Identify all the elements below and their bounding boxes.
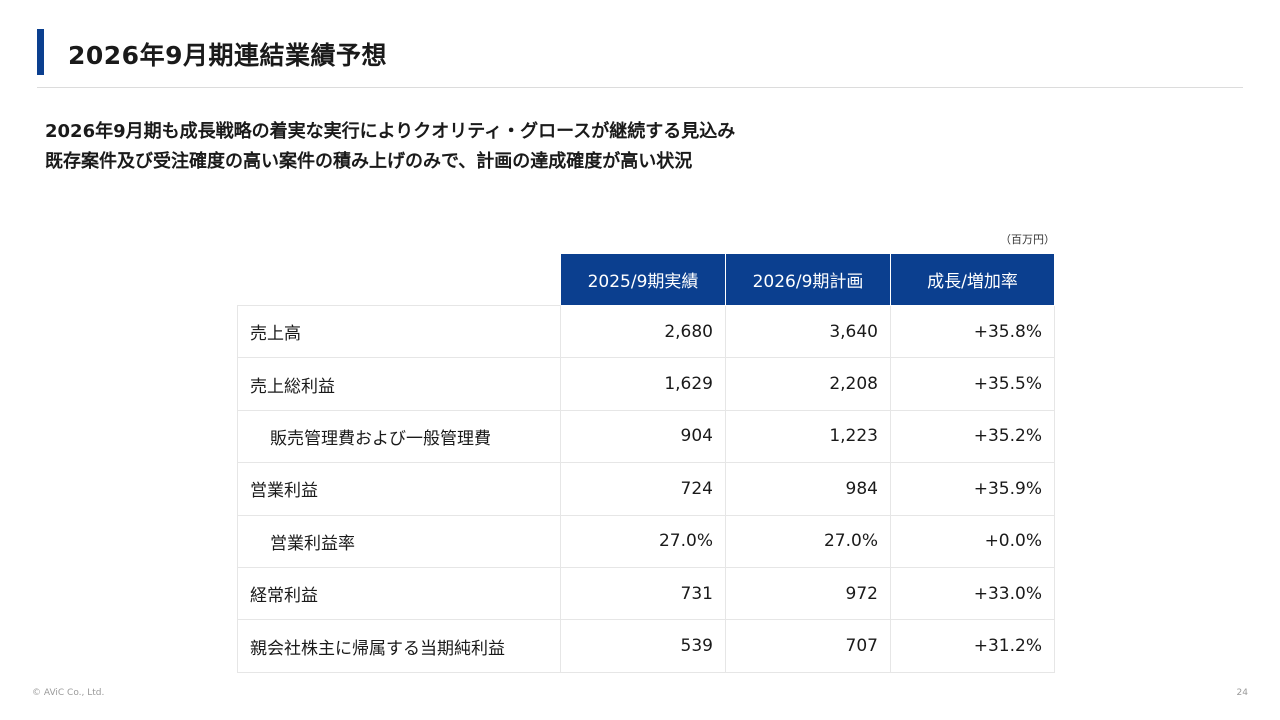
lead-line-2: 既存案件及び受注確度の高い案件の積み上げのみで、計画の達成確度が高い状況 [45,151,693,172]
cell-rate: +31.2% [890,619,1055,673]
cell-actual: 904 [560,409,726,464]
cell-actual: 731 [560,566,726,621]
table-row: 営業利益率 27.0% 27.0% +0.0% [237,514,1055,568]
cell-plan: 27.0% [725,514,891,568]
cell-actual: 2,680 [560,304,726,359]
cell-plan: 972 [725,566,891,621]
cell-plan: 1,223 [725,409,891,464]
header-plan: 2026/9期計画 [725,253,891,306]
cell-rate: +35.5% [890,357,1055,411]
cell-plan: 707 [725,619,891,673]
lead-text: 2026年9月期も成長戦略の着実な実行によりクオリティ・グロースが継続する見込み… [45,117,735,177]
forecast-table: 2025/9期実績 2026/9期計画 成長/増加率 売上高 2,680 3,6… [237,253,1055,673]
row-label: 親会社株主に帰属する当期純利益 [237,619,561,673]
row-label: 販売管理費および一般管理費 [237,409,561,464]
row-label: 営業利益率 [237,514,561,568]
cell-plan: 2,208 [725,357,891,411]
cell-plan: 3,640 [725,304,891,359]
table-row: 営業利益 724 984 +35.9% [237,462,1055,516]
page-title: 2026年9月期連結業績予想 [68,41,387,70]
cell-actual: 27.0% [560,514,726,568]
cell-actual: 724 [560,462,726,516]
row-label: 経常利益 [237,566,561,621]
copyright-text: © AViC Co., Ltd. [32,688,105,698]
title-divider [37,87,1243,88]
cell-plan: 984 [725,462,891,516]
row-label: 売上総利益 [237,357,561,411]
table-header-row: 2025/9期実績 2026/9期計画 成長/増加率 [237,253,1055,306]
cell-rate: +33.0% [890,566,1055,621]
cell-rate: +35.8% [890,304,1055,359]
unit-label: （百万円） [1000,233,1055,246]
row-label: 営業利益 [237,462,561,516]
title-accent-bar [37,29,44,75]
cell-rate: +35.9% [890,462,1055,516]
page-number: 24 [1236,688,1248,698]
cell-actual: 1,629 [560,357,726,411]
header-blank-cell [237,253,561,306]
cell-rate: +35.2% [890,409,1055,464]
header-actual: 2025/9期実績 [560,253,726,306]
cell-actual: 539 [560,619,726,673]
table-row: 売上高 2,680 3,640 +35.8% [237,304,1055,359]
table-row: 販売管理費および一般管理費 904 1,223 +35.2% [237,409,1055,464]
lead-line-1: 2026年9月期も成長戦略の着実な実行によりクオリティ・グロースが継続する見込み [45,121,736,142]
table-row: 経常利益 731 972 +33.0% [237,566,1055,621]
table-row: 親会社株主に帰属する当期純利益 539 707 +31.2% [237,619,1055,673]
row-label: 売上高 [237,304,561,359]
table-row: 売上総利益 1,629 2,208 +35.5% [237,357,1055,411]
cell-rate: +0.0% [890,514,1055,568]
header-rate: 成長/増加率 [890,253,1055,306]
